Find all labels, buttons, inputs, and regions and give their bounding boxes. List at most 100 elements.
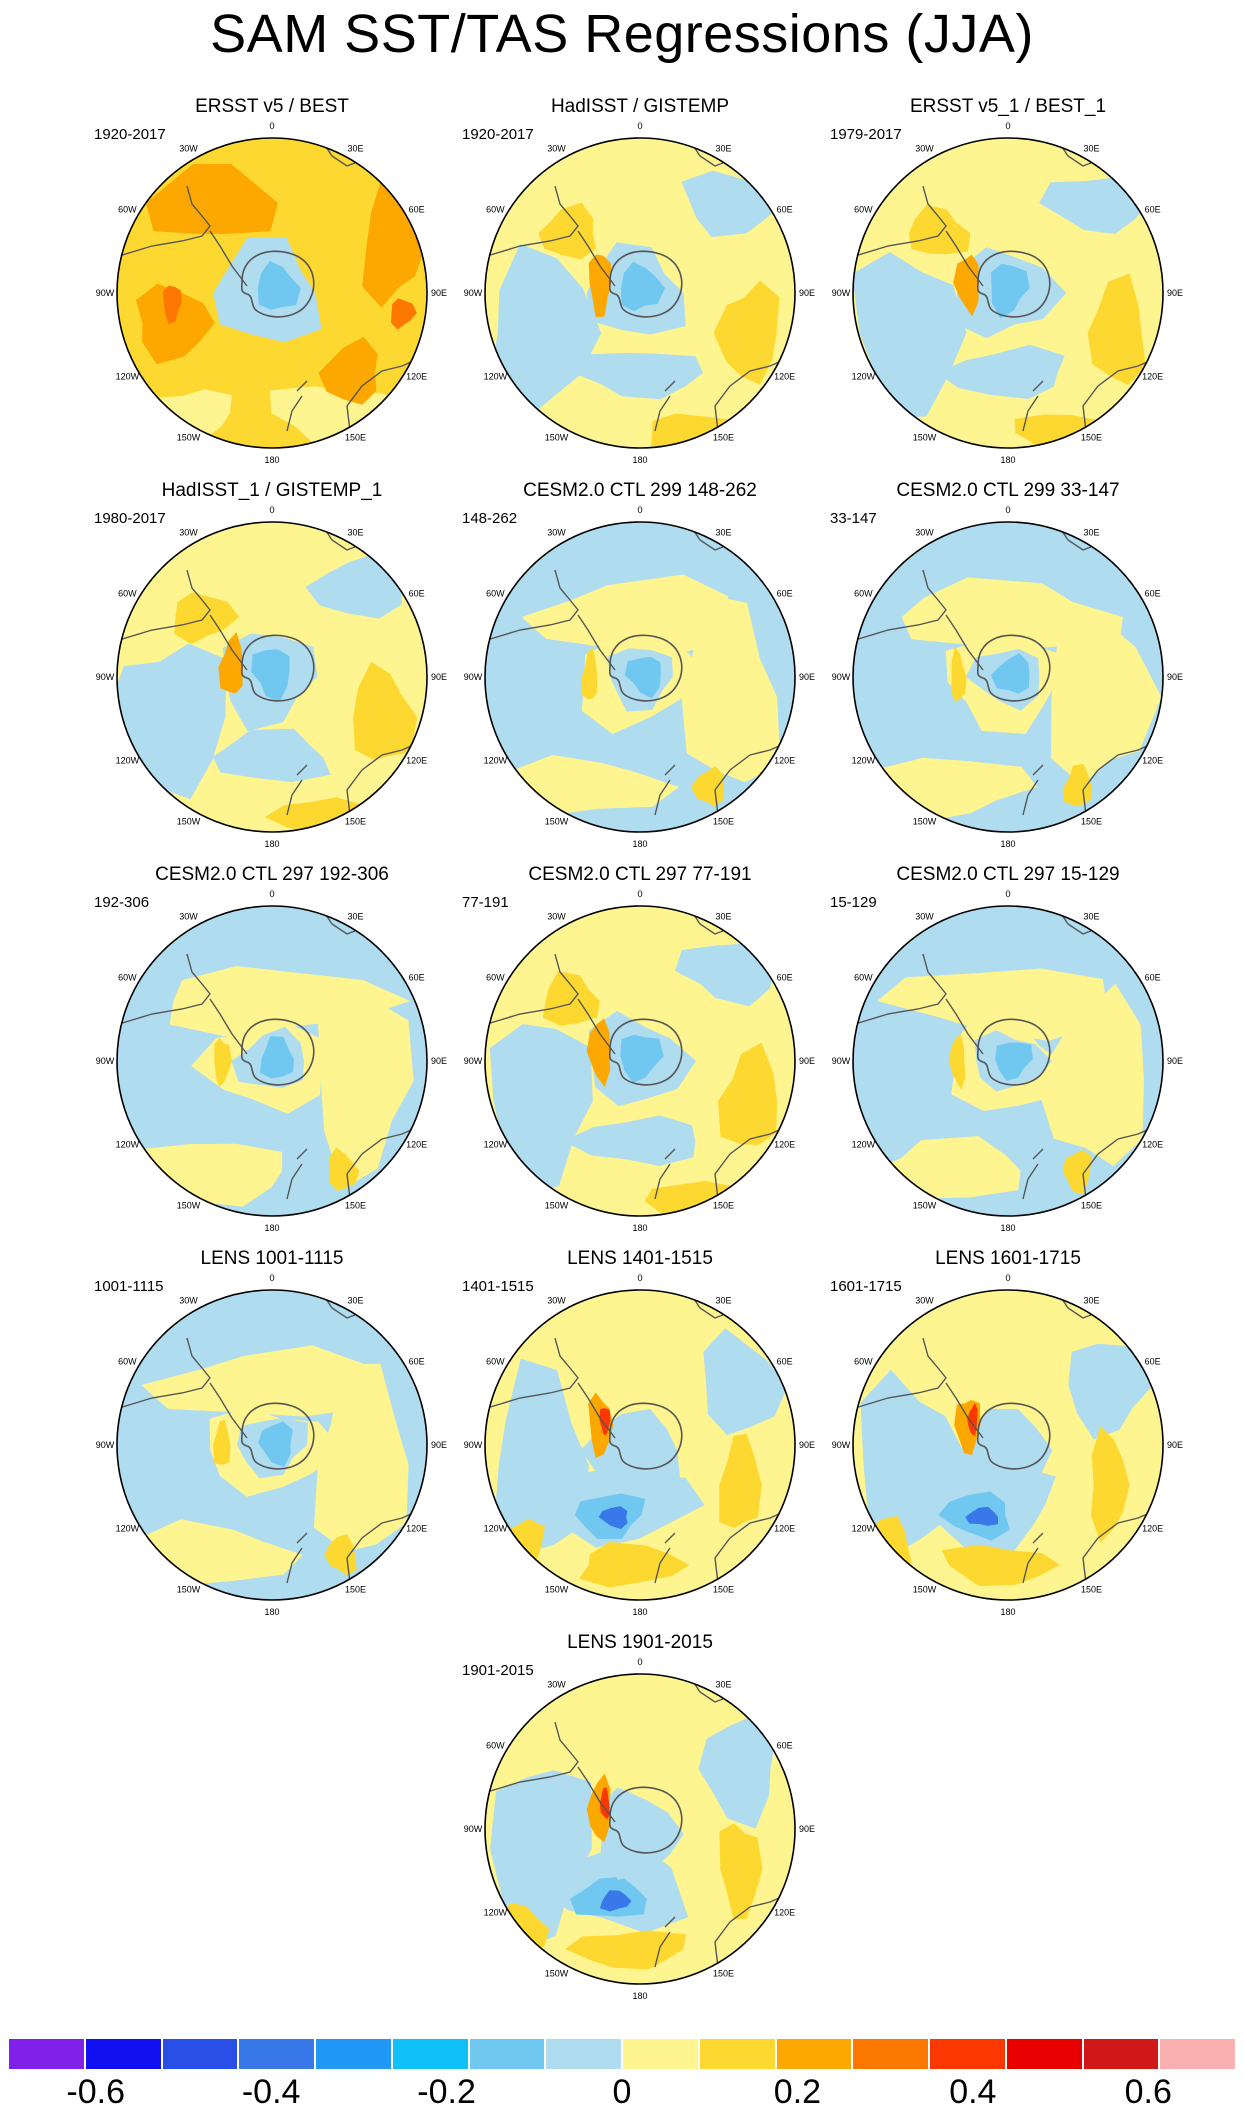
longitude-label: 60E [777, 1357, 793, 1367]
anomaly-region [581, 647, 598, 700]
map-border [116, 905, 428, 1217]
panel-title: LENS 1401-1515 [567, 1248, 713, 1269]
longitude-label: 60E [1145, 205, 1161, 215]
longitude-label: 30E [715, 143, 731, 153]
map-panel: LENS 1401-1515 1401-1515 0 30E 60E 90E 120E 150… [460, 1248, 820, 1617]
anomaly-region [990, 263, 1030, 319]
map-panel: CESM2.0 CTL 297 77-191 77-191 0 30E 60E 90E 12… [460, 864, 820, 1233]
longitude-label: 90W [464, 1056, 483, 1066]
new-zealand-coastline [1022, 1148, 1044, 1200]
longitude-label: 0 [1005, 1273, 1010, 1283]
anomaly-region [218, 632, 243, 694]
longitude-label: 150W [913, 817, 937, 827]
polar-map: 0 30E 60E 90E 120E 150E 180 150W 120W 90W 60W 30W [464, 1273, 815, 1617]
longitude-label: 30W [179, 911, 198, 921]
antarctica-coastline [608, 634, 683, 702]
peninsula-coastline [209, 998, 248, 1055]
longitude-label: 30E [1083, 143, 1099, 153]
longitude-label: 60E [409, 973, 425, 983]
anomaly-region [1091, 1426, 1130, 1543]
polar-map: 0 30E 60E 90E 120E 150E 180 150W 120W 90W 60W 30W [464, 1657, 815, 2001]
polar-map: 0 30E 60E 90E 120E 150E 180 150W 120W 90W 60W 30W [96, 1273, 447, 1617]
longitude-label: 120W [116, 372, 140, 382]
anomaly-region [503, 755, 679, 815]
longitude-label: 90W [464, 288, 483, 298]
panel-period: 15-129 [830, 894, 877, 911]
new-zealand-coastline [654, 380, 676, 432]
longitude-label: 0 [269, 121, 274, 131]
longitude-label: 150E [713, 1969, 734, 1979]
longitude-label: 90W [96, 672, 115, 682]
anomaly-region [214, 1038, 232, 1088]
anomaly-region [995, 1042, 1033, 1081]
longitude-label: 120W [484, 1140, 508, 1150]
longitude-label: 150E [1081, 817, 1102, 827]
new-zealand-coastline [1022, 764, 1044, 816]
colorbar-swatch [852, 2038, 929, 2070]
map-border [116, 1289, 428, 1601]
new-zealand-coastline [1022, 1532, 1044, 1584]
anomaly-region [521, 574, 734, 655]
map-border [484, 905, 796, 1217]
longitude-label: 90E [1167, 288, 1183, 298]
anomaly-region [1062, 1149, 1093, 1195]
map-border [484, 1289, 796, 1601]
longitude-label: 60W [118, 973, 137, 983]
map-border [852, 137, 1164, 449]
colorbar [8, 2038, 1236, 2070]
longitude-label: 30E [715, 911, 731, 921]
anomaly-region [1068, 1343, 1154, 1440]
longitude-label: 90W [832, 1056, 851, 1066]
anomaly-region [877, 968, 1106, 1041]
antarctica-coastline [976, 1018, 1051, 1086]
longitude-label: 30E [347, 143, 363, 153]
longitude-label: 60E [1145, 973, 1161, 983]
panel-title: ERSST v5_1 / BEST_1 [909, 96, 1107, 117]
anomaly-region [703, 1328, 789, 1436]
longitude-label: 30W [547, 1295, 566, 1305]
anomaly-region [258, 1421, 293, 1468]
longitude-label: 120W [484, 372, 508, 382]
longitude-label: 90W [832, 672, 851, 682]
polar-map: 0 30E 60E 90E 120E 150E 180 150W 120W 90W 60W 30W [464, 889, 815, 1233]
longitude-label: 150E [345, 1585, 366, 1595]
longitude-label: 120W [852, 372, 876, 382]
map-panel: ERSST v5_1 / BEST_1 1979-2017 0 30E 60E 90E 12… [828, 96, 1188, 465]
longitude-label: 30W [915, 911, 934, 921]
longitude-label: 60E [1145, 589, 1161, 599]
australia-coastline [346, 355, 426, 432]
longitude-label: 90W [464, 672, 483, 682]
longitude-label: 90E [799, 288, 815, 298]
map-panel: HadISST / GISTEMP 1920-2017 0 30E 60E 90E 120E… [460, 96, 820, 465]
longitude-label: 30W [179, 143, 198, 153]
anomaly-region [143, 1519, 303, 1585]
longitude-label: 60W [486, 205, 505, 215]
colorbar-swatch [698, 2038, 776, 2070]
anomaly-region [259, 1036, 294, 1079]
longitude-label: 60E [777, 589, 793, 599]
map-border [484, 1673, 796, 1985]
colorbar-tick-label: 0.2 [773, 2073, 822, 2111]
colorbar-swatch [238, 2038, 315, 2070]
longitude-label: 60W [486, 973, 505, 983]
longitude-label: 90E [431, 672, 447, 682]
longitude-label: 150W [545, 1969, 569, 1979]
australia-coastline [714, 1507, 794, 1584]
peninsula-coastline [945, 998, 984, 1055]
panel-period: 1001-1115 [94, 1278, 164, 1295]
polar-map: 0 30E 60E 90E 120E 150E 180 150W 120W 90W 60W 30W [96, 505, 447, 849]
longitude-label: 120E [774, 1140, 795, 1150]
anomaly-region [146, 164, 278, 234]
colorbar-tick-label: 0.6 [1124, 2073, 1172, 2111]
longitude-label: 30W [547, 527, 566, 537]
anomaly-region [698, 1715, 777, 1829]
longitude-label: 0 [637, 1657, 642, 1667]
longitude-label: 30W [915, 527, 934, 537]
antarctica-coastline [240, 1402, 315, 1470]
colorbar-tick-label: 0 [612, 2073, 632, 2111]
panel-title: CESM2.0 CTL 297 77-191 [528, 864, 752, 885]
longitude-label: 90E [1167, 1056, 1183, 1066]
panel-period: 1920-2017 [94, 126, 166, 143]
new-zealand-coastline [286, 764, 308, 816]
longitude-label: 60E [1145, 1357, 1161, 1367]
